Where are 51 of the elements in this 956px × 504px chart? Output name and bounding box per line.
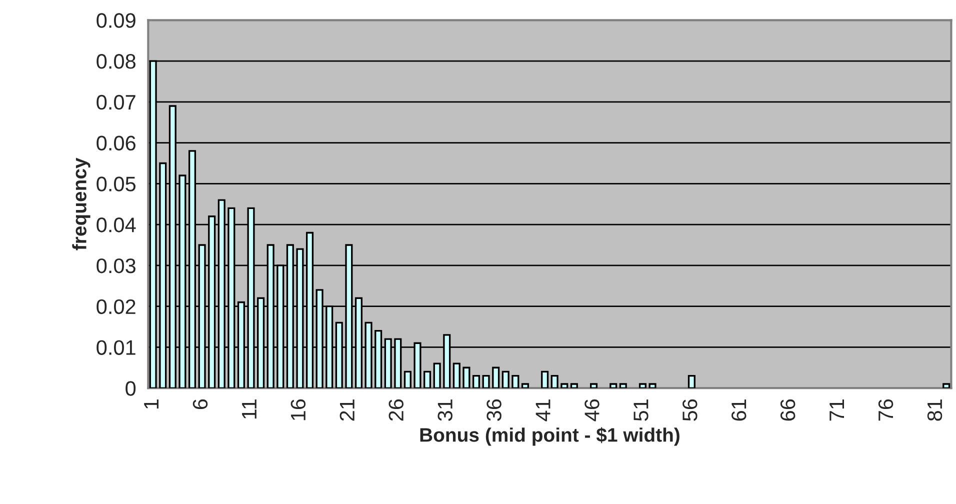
x-tick-label: 1 (144, 400, 158, 408)
bar (550, 374, 558, 388)
x-tick-label: 36 (486, 399, 502, 421)
x-tick-label: 56 (682, 399, 698, 421)
y-axis-title: frequency (72, 158, 90, 250)
bar (619, 383, 627, 388)
x-tick-label: 31 (438, 400, 452, 421)
x-tick-label: 6 (192, 399, 208, 410)
bar (560, 383, 568, 388)
bar (492, 366, 500, 388)
y-tick-label: 0.03 (96, 258, 136, 274)
y-tick-label: 0.02 (96, 299, 136, 314)
y-tick-label: 0.04 (96, 218, 136, 232)
bar (942, 383, 950, 388)
x-tick-label: 71 (830, 400, 844, 421)
x-tick-label: 61 (732, 400, 746, 421)
y-tick-label: 0.07 (96, 94, 136, 110)
bar (541, 370, 549, 388)
x-tick-label: 41 (536, 400, 550, 422)
x-tick-label: 66 (780, 399, 796, 421)
bar (502, 370, 510, 388)
bar (688, 374, 696, 388)
x-tick-label: 21 (340, 400, 354, 421)
x-tick-label: 16 (290, 399, 306, 420)
bar (638, 383, 647, 388)
bar (472, 374, 480, 388)
x-tick-label: 76 (878, 399, 894, 421)
x-tick-label: 26 (388, 399, 404, 421)
bar (404, 370, 412, 388)
x-tick-label: 51 (634, 400, 648, 421)
x-axis-title: Bonus (mid point - $1 width) (420, 427, 680, 446)
bar (424, 370, 432, 388)
y-tick-label: 0 (126, 381, 136, 396)
bar (433, 362, 441, 388)
x-tick-label: 81 (927, 400, 942, 421)
y-tick-label: 0.06 (96, 136, 136, 151)
x-tick-label: 46 (584, 399, 600, 422)
y-tick-label: 0.05 (96, 176, 136, 192)
bar (521, 383, 529, 388)
bar (590, 383, 598, 388)
y-tick-label: 0.01 (96, 340, 136, 355)
bar (610, 383, 618, 388)
bar (570, 383, 578, 388)
bar (512, 374, 520, 388)
bar (462, 366, 470, 388)
bar (648, 383, 656, 388)
bar (482, 374, 490, 388)
y-tick-label: 0.09 (96, 13, 136, 28)
bar (452, 362, 460, 388)
y-tick-label: 0.08 (96, 54, 136, 69)
x-tick-label: 11 (242, 400, 256, 419)
